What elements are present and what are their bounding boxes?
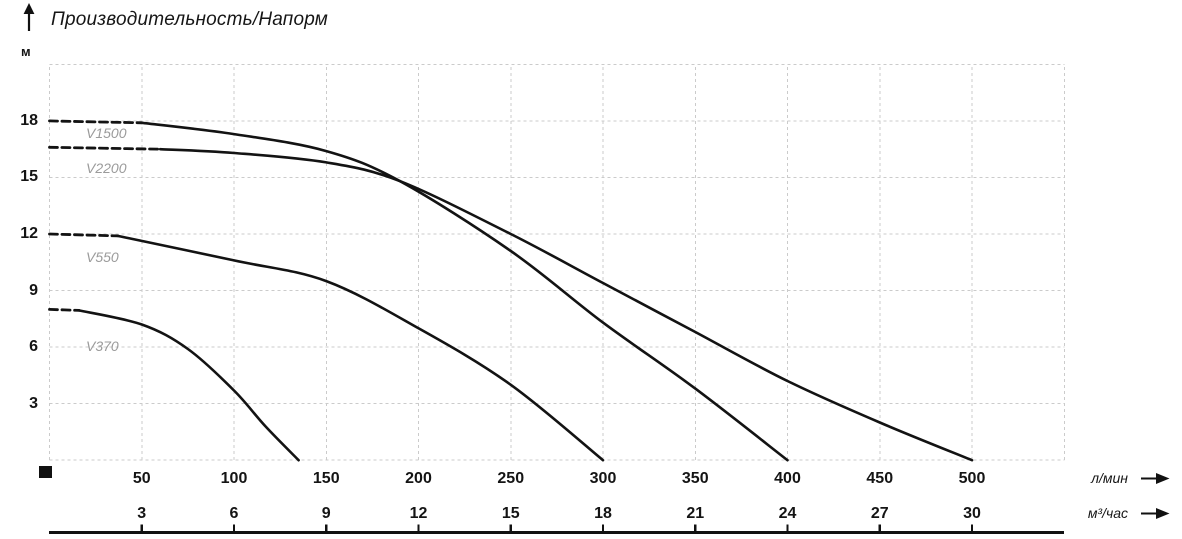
y-tick-15: 15 [20,168,38,186]
y-axis-unit-label: м [21,44,31,59]
x-tick-m3h-6: 6 [229,505,239,522]
x-tick-m3h-21: 21 [686,505,705,522]
series-label-V2200: V2200 [86,160,127,176]
x-tick-m3h-3: 3 [137,505,147,522]
curve-V370-dashed-segment [48,308,81,312]
x-axis-unit-lmin: л/мин [1091,470,1128,486]
curve-V1500 [140,121,789,462]
y-tick-18: 18 [20,111,38,129]
x-tick-lmin-400: 400 [774,470,801,487]
x-tick-lmin-500: 500 [958,470,986,487]
origin-marker [39,466,52,478]
series-label-V1500: V1500 [86,125,127,141]
x-tick-lmin-450: 450 [866,470,894,487]
curve-V1500-dashed-segment [48,119,144,125]
y-tick-3: 3 [29,394,38,412]
x-tick-lmin-200: 200 [405,470,432,487]
curve-V550 [116,234,605,462]
x-tick-m3h-24: 24 [778,505,797,522]
x-tick-m3h-15: 15 [501,505,520,522]
x-axis-arrow-lmin-icon [1141,473,1170,484]
x-tick-lmin-250: 250 [497,470,525,487]
curve-V370 [77,309,300,462]
x-tick-lmin-100: 100 [220,470,248,487]
chart-title: Производительность/Напорм [51,9,329,30]
x-tick-lmin-150: 150 [312,470,340,487]
y-axis-arrow-icon [23,3,35,31]
curve-V550-dashed-segment [48,232,120,238]
grid [49,63,1065,461]
x-tick-m3h-27: 27 [870,505,889,522]
x-tick-lmin-350: 350 [681,470,709,487]
series-label-V550: V550 [86,249,119,265]
y-tick-9: 9 [29,281,38,299]
x-axis-arrow-m3h-icon [1141,508,1170,519]
x-tick-m3h-30: 30 [963,505,981,522]
x-tick-m3h-9: 9 [321,505,331,522]
x-tick-lmin-50: 50 [132,470,151,487]
curve-V2200-dashed-segment [48,145,162,151]
curves-layer [48,119,974,462]
curve-V2200 [158,147,974,462]
x-tick-m3h-12: 12 [409,505,428,522]
y-tick-6: 6 [29,338,38,356]
series-label-V370: V370 [86,338,119,354]
x-axis [49,524,1064,534]
x-tick-lmin-300: 300 [589,470,617,487]
y-tick-12: 12 [20,225,38,243]
x-axis-unit-m3h: м³/час [1087,505,1128,521]
x-tick-m3h-18: 18 [594,505,612,522]
